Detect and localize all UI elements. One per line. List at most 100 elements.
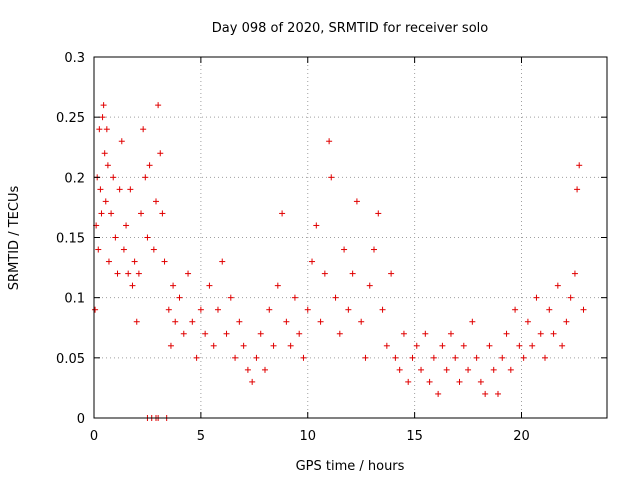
data-point — [157, 150, 164, 157]
data-point — [104, 162, 111, 169]
data-point — [185, 270, 192, 277]
data-point — [430, 354, 437, 361]
data-point — [123, 222, 130, 229]
data-point — [103, 126, 110, 133]
data-point — [125, 270, 132, 277]
data-point — [332, 294, 339, 301]
data-point — [366, 282, 373, 289]
data-point — [108, 210, 115, 217]
data-point — [388, 270, 395, 277]
data-point — [102, 198, 109, 205]
data-point — [345, 306, 352, 313]
data-point — [155, 102, 162, 109]
data-point — [202, 330, 209, 337]
data-point — [358, 318, 365, 325]
data-point — [296, 330, 303, 337]
data-point — [567, 294, 574, 301]
data-point — [161, 258, 168, 265]
data-point — [170, 282, 177, 289]
data-point — [447, 330, 454, 337]
data-point — [146, 162, 153, 169]
data-point — [537, 330, 544, 337]
y-tick-label: 0 — [77, 412, 85, 427]
data-point — [244, 366, 251, 373]
data-point — [227, 294, 234, 301]
data-point — [96, 126, 103, 133]
data-point — [116, 186, 123, 193]
data-point — [304, 306, 311, 313]
data-point — [499, 354, 506, 361]
data-point — [144, 234, 151, 241]
data-point — [176, 294, 183, 301]
data-point — [287, 342, 294, 349]
data-point — [167, 342, 174, 349]
data-point — [529, 342, 536, 349]
data-point — [563, 318, 570, 325]
data-point — [309, 258, 316, 265]
data-point — [439, 342, 446, 349]
data-point — [379, 306, 386, 313]
data-point — [257, 330, 264, 337]
data-point — [507, 366, 514, 373]
data-point — [533, 294, 540, 301]
data-point — [422, 330, 429, 337]
grid — [94, 57, 607, 418]
y-tick-label: 0.25 — [56, 111, 85, 126]
data-point — [129, 282, 136, 289]
data-point — [214, 306, 221, 313]
data-point — [321, 270, 328, 277]
data-point — [486, 342, 493, 349]
data-point — [542, 354, 549, 361]
data-point — [197, 306, 204, 313]
axis-ticks: 0 0.05 0.1 0.15 0.2 0.25 0.3 0 5 10 15 20 — [56, 51, 607, 444]
data-point — [120, 246, 127, 253]
data-point — [140, 126, 147, 133]
data-point — [409, 354, 416, 361]
data-point — [138, 210, 145, 217]
data-point — [110, 174, 117, 181]
data-point — [262, 366, 268, 373]
data-point — [516, 342, 523, 349]
x-tick-label: 10 — [299, 429, 316, 444]
data-point — [494, 390, 501, 397]
data-point — [206, 282, 213, 289]
data-point — [460, 342, 467, 349]
data-point — [326, 138, 333, 145]
data-point — [283, 318, 290, 325]
y-tick-label: 0.05 — [56, 352, 85, 367]
data-point — [469, 318, 476, 325]
data-point — [341, 246, 348, 253]
data-point — [189, 318, 196, 325]
x-axis-label: GPS time / hours — [296, 459, 405, 474]
data-point — [180, 330, 187, 337]
data-point — [99, 114, 106, 121]
data-point — [392, 354, 399, 361]
data-point — [383, 342, 390, 349]
data-point — [249, 378, 256, 385]
data-point — [92, 306, 99, 313]
data-point — [443, 366, 450, 373]
data-point — [112, 234, 119, 241]
data-point — [133, 318, 140, 325]
data-point — [477, 378, 484, 385]
data-point — [490, 366, 497, 373]
data-point — [353, 198, 360, 205]
data-point — [159, 210, 166, 217]
data-point — [482, 390, 489, 397]
data-point — [435, 390, 442, 397]
data-point — [152, 198, 159, 205]
data-point — [150, 246, 157, 253]
chart-title: Day 098 of 2020, SRMTID for receiver sol… — [212, 21, 489, 36]
data-point — [101, 150, 108, 157]
data-point — [219, 258, 226, 265]
data-point — [576, 162, 583, 169]
data-point — [362, 354, 369, 361]
data-point — [375, 210, 382, 217]
y-tick-label: 0.2 — [64, 171, 85, 186]
data-point — [456, 378, 463, 385]
y-axis-label: SRMTID / TECUs — [7, 186, 22, 291]
data-point — [236, 318, 243, 325]
data-points — [92, 102, 587, 421]
data-point — [95, 246, 102, 253]
